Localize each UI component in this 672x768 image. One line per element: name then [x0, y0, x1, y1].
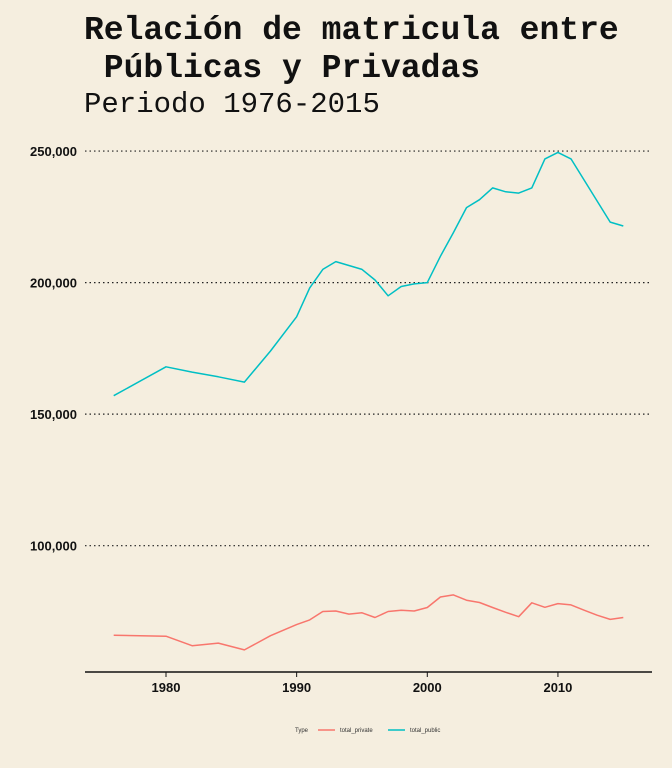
- chart-title: Relación de matricula entre Públicas y P…: [84, 12, 619, 87]
- chart-subtitle: Periodo 1976-2015: [84, 88, 380, 121]
- axes: 100,000 150,000 200,000 250,000 1980 1990 2000…: [30, 144, 652, 695]
- x-tick-label: 1990: [282, 680, 311, 695]
- legend-label: total_private: [340, 728, 373, 734]
- y-tick-label: 100,000: [30, 539, 77, 554]
- series-line-total-private: [113, 594, 624, 651]
- gridlines: [85, 150, 652, 547]
- x-tick-label: 2010: [543, 680, 572, 695]
- series-line-total-public: [113, 151, 624, 397]
- series: [113, 151, 624, 651]
- y-tick-label: 150,000: [30, 407, 77, 422]
- legend-label: total_public: [410, 728, 440, 734]
- legend: Type total_private total_public: [295, 728, 440, 734]
- x-tick-label: 2000: [413, 680, 442, 695]
- y-tick-label: 250,000: [30, 144, 77, 159]
- y-tick-label: 200,000: [30, 276, 77, 291]
- legend-title: Type: [295, 728, 309, 734]
- x-tick-label: 1980: [152, 680, 181, 695]
